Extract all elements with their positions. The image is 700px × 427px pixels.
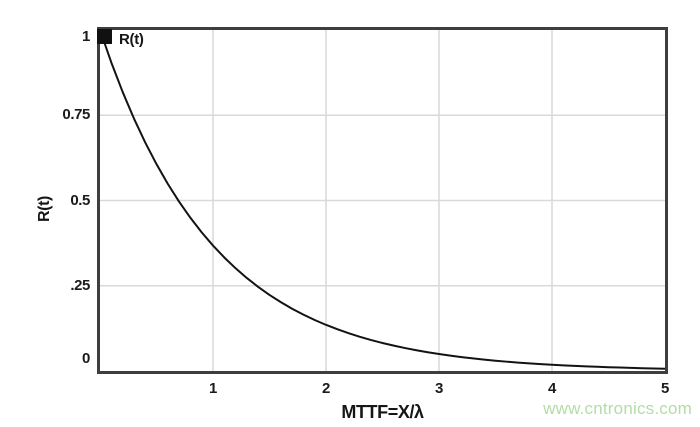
y-tick-label: 1	[82, 28, 90, 45]
x-axis-title: MTTF=X/λ	[341, 402, 424, 422]
x-tick-label: 1	[209, 380, 217, 397]
legend-square-marker-icon	[97, 29, 112, 44]
y-tick-label: 0.75	[62, 106, 90, 124]
legend-label: R(t)	[119, 31, 144, 48]
legend: R(t)	[97, 29, 144, 48]
reliability-curve	[100, 30, 665, 370]
plot-svg	[100, 30, 665, 371]
y-tick-label: 0.5	[70, 191, 90, 209]
watermark-text: www.cntronics.com	[543, 399, 692, 418]
x-tick-label: 4	[548, 380, 556, 397]
x-tick-label: 3	[435, 380, 443, 397]
y-tick-label: 0	[82, 350, 90, 367]
plot-area: R(t)	[97, 27, 668, 374]
y-tick-label: .25	[70, 276, 90, 294]
x-tick-label: 5	[661, 380, 669, 397]
x-tick-label: 2	[322, 380, 330, 397]
